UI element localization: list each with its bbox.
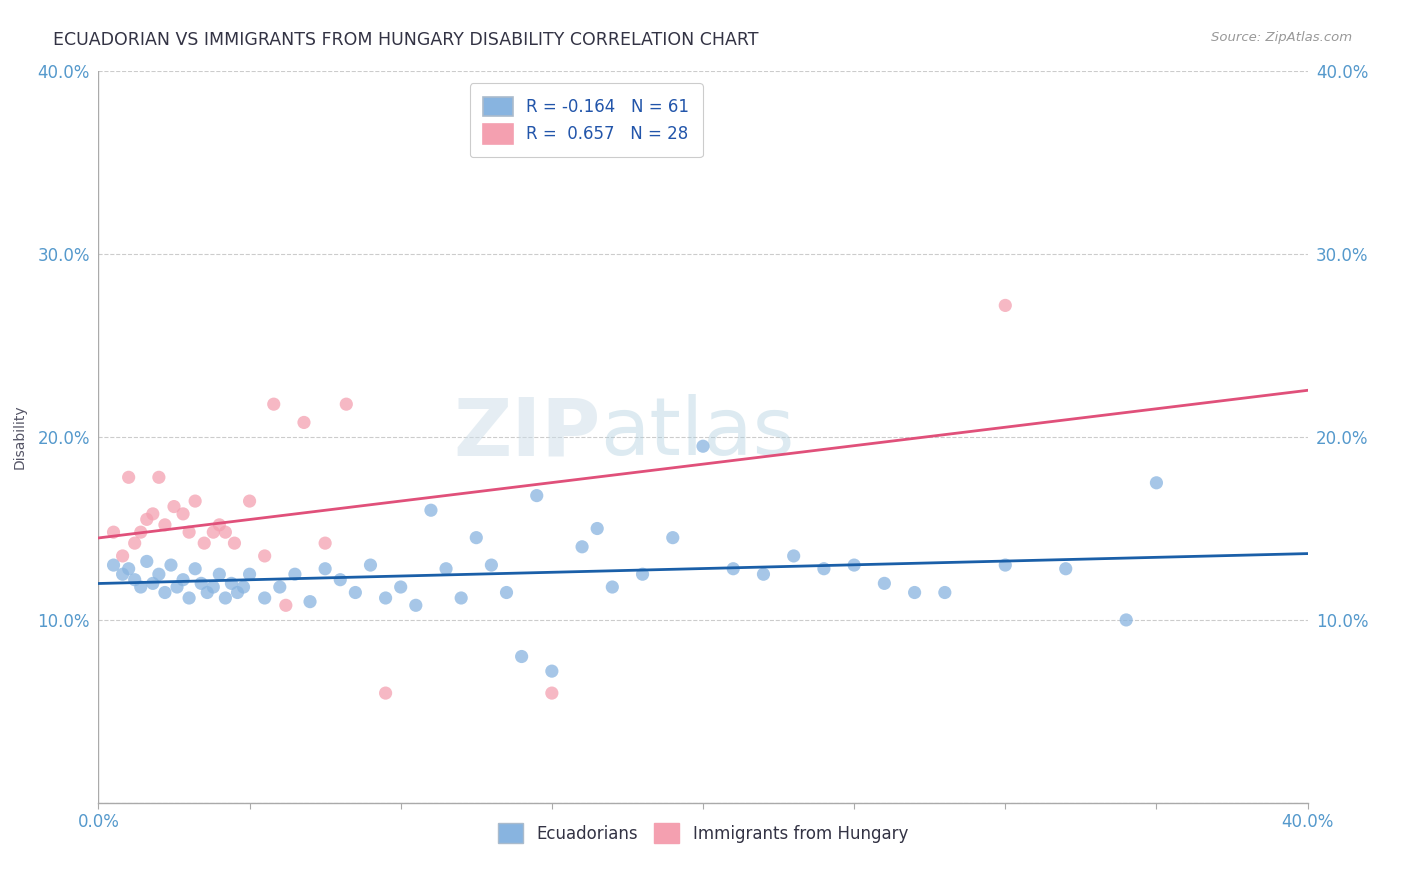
Point [661, 531, 683, 545]
Legend: Ecuadorians, Immigrants from Hungary: Ecuadorians, Immigrants from Hungary [491, 817, 915, 849]
Point [374, 591, 396, 605]
Point [224, 536, 246, 550]
Point [1054, 562, 1077, 576]
Point [202, 580, 225, 594]
Point [160, 558, 183, 573]
Point [142, 576, 165, 591]
Point [163, 500, 186, 514]
Point [184, 494, 207, 508]
Point [148, 567, 170, 582]
Point [329, 573, 352, 587]
Point [495, 585, 517, 599]
Point [103, 558, 125, 573]
Point [434, 562, 457, 576]
Point [1115, 613, 1137, 627]
Point [118, 470, 141, 484]
Point [135, 512, 157, 526]
Point [631, 567, 654, 582]
Point [135, 554, 157, 568]
Point [195, 585, 218, 599]
Point [994, 298, 1017, 312]
Point [723, 562, 745, 576]
Point [239, 567, 262, 582]
Point [253, 549, 276, 563]
Point [208, 567, 231, 582]
Point [360, 558, 382, 573]
Point [253, 591, 276, 605]
Point [813, 562, 835, 576]
Text: atlas: atlas [600, 394, 794, 473]
Point [226, 585, 249, 599]
Point [118, 562, 141, 576]
Point [405, 599, 427, 613]
Point [450, 591, 472, 605]
Point [172, 573, 194, 587]
Point [153, 585, 176, 599]
Point [602, 580, 624, 594]
Text: Source: ZipAtlas.com: Source: ZipAtlas.com [1212, 31, 1353, 45]
Point [111, 549, 134, 563]
Point [465, 531, 488, 545]
Point [124, 573, 146, 587]
Point [314, 562, 336, 576]
Point [221, 576, 243, 591]
Point [179, 591, 201, 605]
Point [269, 580, 291, 594]
Point [214, 525, 236, 540]
Point [179, 525, 201, 540]
Point [540, 686, 562, 700]
Point [510, 649, 533, 664]
Point [692, 439, 714, 453]
Point [172, 507, 194, 521]
Point [103, 525, 125, 540]
Point [873, 576, 896, 591]
Point [783, 549, 806, 563]
Point [202, 525, 225, 540]
Y-axis label: Disability: Disability [13, 405, 27, 469]
Point [335, 397, 357, 411]
Point [284, 567, 307, 582]
Point [571, 540, 593, 554]
Point [292, 416, 315, 430]
Point [904, 585, 927, 599]
Point [193, 536, 215, 550]
Point [166, 580, 188, 594]
Point [129, 580, 152, 594]
Point [111, 567, 134, 582]
Point [239, 494, 262, 508]
Text: ZIP: ZIP [453, 394, 600, 473]
Point [526, 489, 548, 503]
Point [148, 470, 170, 484]
Point [299, 594, 322, 608]
Point [153, 517, 176, 532]
Point [274, 599, 297, 613]
Point [232, 580, 254, 594]
Point [389, 580, 412, 594]
Point [540, 664, 562, 678]
Point [184, 562, 207, 576]
Text: ECUADORIAN VS IMMIGRANTS FROM HUNGARY DISABILITY CORRELATION CHART: ECUADORIAN VS IMMIGRANTS FROM HUNGARY DI… [53, 31, 759, 49]
Point [752, 567, 775, 582]
Point [124, 536, 146, 550]
Point [994, 558, 1017, 573]
Point [190, 576, 212, 591]
Point [208, 517, 231, 532]
Point [481, 558, 503, 573]
Point [214, 591, 236, 605]
Point [844, 558, 866, 573]
Point [142, 507, 165, 521]
Point [934, 585, 956, 599]
Point [1144, 475, 1167, 490]
Point [314, 536, 336, 550]
Point [374, 686, 396, 700]
Point [129, 525, 152, 540]
Point [344, 585, 367, 599]
Point [263, 397, 285, 411]
Point [420, 503, 443, 517]
Point [586, 521, 609, 535]
